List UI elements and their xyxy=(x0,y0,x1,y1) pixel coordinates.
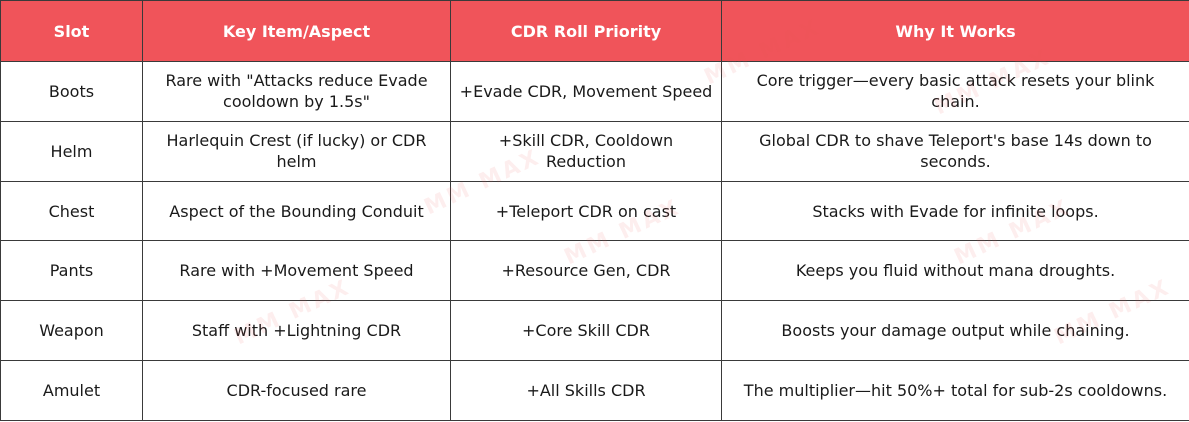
cell-key-item: Aspect of the Bounding Conduit xyxy=(142,180,451,242)
cell-key-item: Rare with "Attacks reduce Evade cooldown… xyxy=(142,61,451,122)
cell-cdr-priority: +Core Skill CDR xyxy=(450,300,722,362)
table-row: Chest Aspect of the Bounding Conduit +Te… xyxy=(0,180,1189,242)
table-row: Weapon Staff with +Lightning CDR +Core S… xyxy=(0,300,1189,362)
table-row: Helm Harlequin Crest (if lucky) or CDR h… xyxy=(0,120,1189,182)
cell-slot: Pants xyxy=(0,240,143,302)
table-row: Boots Rare with "Attacks reduce Evade co… xyxy=(0,61,1189,122)
cell-cdr-priority: +Teleport CDR on cast xyxy=(450,180,722,242)
cell-cdr-priority: +Skill CDR, Cooldown Reduction xyxy=(450,120,722,182)
cell-key-item: Harlequin Crest (if lucky) or CDR helm xyxy=(142,120,451,182)
header-cdr-priority: CDR Roll Priority xyxy=(450,0,722,62)
cell-why-it-works: The multiplier—hit 50%+ total for sub-2s… xyxy=(721,360,1189,421)
table-row: Amulet CDR-focused rare +All Skills CDR … xyxy=(0,360,1189,421)
table-header-row: Slot Key Item/Aspect CDR Roll Priority W… xyxy=(0,0,1189,62)
cell-cdr-priority: +Resource Gen, CDR xyxy=(450,240,722,302)
cell-slot: Chest xyxy=(0,180,143,242)
cell-why-it-works: Stacks with Evade for infinite loops. xyxy=(721,180,1189,242)
cell-why-it-works: Boosts your damage output while chaining… xyxy=(721,300,1189,362)
header-key-item: Key Item/Aspect xyxy=(142,0,451,62)
cell-why-it-works: Core trigger—every basic attack resets y… xyxy=(721,61,1189,122)
cell-cdr-priority: +Evade CDR, Movement Speed xyxy=(450,61,722,122)
cell-slot: Helm xyxy=(0,120,143,182)
cell-key-item: Staff with +Lightning CDR xyxy=(142,300,451,362)
cell-key-item: CDR-focused rare xyxy=(142,360,451,421)
table-row: Pants Rare with +Movement Speed +Resourc… xyxy=(0,240,1189,302)
cell-slot: Amulet xyxy=(0,360,143,421)
cell-why-it-works: Keeps you fluid without mana droughts. xyxy=(721,240,1189,302)
cell-key-item: Rare with +Movement Speed xyxy=(142,240,451,302)
cell-slot: Weapon xyxy=(0,300,143,362)
cell-slot: Boots xyxy=(0,61,143,122)
header-slot: Slot xyxy=(0,0,143,62)
cell-why-it-works: Global CDR to shave Teleport's base 14s … xyxy=(721,120,1189,182)
cell-cdr-priority: +All Skills CDR xyxy=(450,360,722,421)
header-why-it-works: Why It Works xyxy=(721,0,1189,62)
